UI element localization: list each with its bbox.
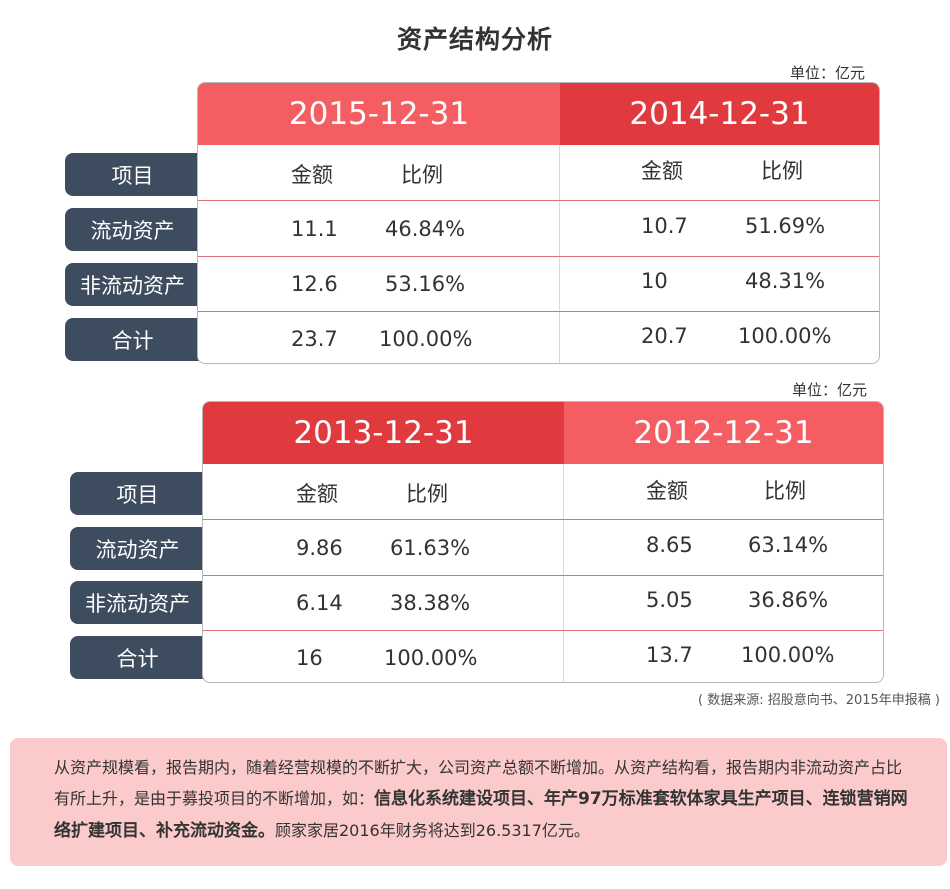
cell-2013-current-ratio: 61.63% [390, 536, 471, 560]
header-ratio: 比例 [401, 163, 443, 187]
note-text-1: 从资产规模看，报告期内，随着经营规模的不断扩大，公司资产总额不断增加。从资产结构… [54, 758, 903, 808]
cell-2013-noncurrent-amount: 6.14 [296, 591, 343, 615]
year-header-2012: 2012-12-31 [564, 402, 883, 464]
header-ratio: 比例 [761, 159, 803, 183]
table-card-1: 2015-12-31 2014-12-31 金额 比例 金额 比例 11.1 4… [197, 82, 880, 364]
cell-2015-noncurrent-amount: 12.6 [291, 272, 338, 296]
table-card-2: 2013-12-31 2012-12-31 金额 比例 金额 比例 9.86 6… [202, 401, 884, 683]
cell-2012-noncurrent-amount: 5.05 [646, 588, 693, 612]
cell-2015-current-ratio: 46.84% [385, 217, 466, 241]
row-divider [203, 519, 883, 520]
cell-2015-total-amount: 23.7 [291, 327, 338, 351]
cell-2014-total-ratio: 100.00% [738, 324, 832, 348]
row-label-item: 项目 [65, 153, 200, 196]
header-amount: 金额 [291, 163, 333, 187]
cell-2012-total-ratio: 100.00% [741, 643, 835, 667]
cell-2012-current-ratio: 63.14% [748, 533, 829, 557]
year-header-2013: 2013-12-31 [203, 402, 564, 464]
header-amount: 金额 [296, 482, 338, 506]
cell-2013-noncurrent-ratio: 38.38% [390, 591, 471, 615]
cell-2015-total-ratio: 100.00% [379, 327, 473, 351]
cell-2015-noncurrent-ratio: 53.16% [385, 272, 466, 296]
cell-2013-total-amount: 16 [296, 646, 323, 670]
year-header-2015: 2015-12-31 [198, 83, 560, 145]
cell-2014-noncurrent-amount: 10 [641, 269, 668, 293]
row-label-noncurrent-assets: 非流动资产 [70, 581, 205, 624]
cell-2012-current-amount: 8.65 [646, 533, 693, 557]
page-title: 资产结构分析 [396, 25, 553, 54]
row-label-current-assets: 流动资产 [65, 208, 200, 251]
row-label-total: 合计 [70, 636, 205, 679]
cell-2014-current-ratio: 51.69% [745, 214, 826, 238]
row-divider [198, 200, 879, 201]
cell-2012-noncurrent-ratio: 36.86% [748, 588, 829, 612]
header-amount: 金额 [641, 159, 683, 183]
unit-label-1: 单位：亿元 [790, 64, 866, 82]
row-divider [198, 256, 879, 257]
column-divider [559, 145, 560, 363]
data-source: ( 数据来源: 招股意向书、2015年申报稿 ) [697, 693, 940, 708]
row-label-item: 项目 [70, 472, 205, 515]
row-label-current-assets: 流动资产 [70, 527, 205, 570]
row-label-total: 合计 [65, 318, 200, 361]
analysis-note: 从资产规模看，报告期内，随着经营规模的不断扩大，公司资产总额不断增加。从资产结构… [10, 738, 947, 866]
cell-2012-total-amount: 13.7 [646, 643, 693, 667]
note-text-2: 顾家家居2016年财务将达到26.5317亿元。 [275, 821, 590, 840]
year-header-2014: 2014-12-31 [560, 83, 879, 145]
row-divider [203, 630, 883, 631]
unit-label-2: 单位：亿元 [792, 381, 868, 399]
cell-2014-noncurrent-ratio: 48.31% [745, 269, 826, 293]
cell-2015-current-amount: 11.1 [291, 217, 338, 241]
header-ratio: 比例 [764, 479, 806, 503]
row-divider [203, 575, 883, 576]
cell-2013-total-ratio: 100.00% [384, 646, 478, 670]
cell-2013-current-amount: 9.86 [296, 536, 343, 560]
row-label-noncurrent-assets: 非流动资产 [65, 263, 200, 306]
header-ratio: 比例 [406, 482, 448, 506]
header-amount: 金额 [646, 479, 688, 503]
note-highlight: 信息化系统建设项目、年产97万标准套软体家具生产项目、连锁营销网络扩建项目、补充… [54, 789, 908, 841]
column-divider [563, 464, 564, 682]
cell-2014-total-amount: 20.7 [641, 324, 688, 348]
row-divider [198, 311, 879, 312]
cell-2014-current-amount: 10.7 [641, 214, 688, 238]
